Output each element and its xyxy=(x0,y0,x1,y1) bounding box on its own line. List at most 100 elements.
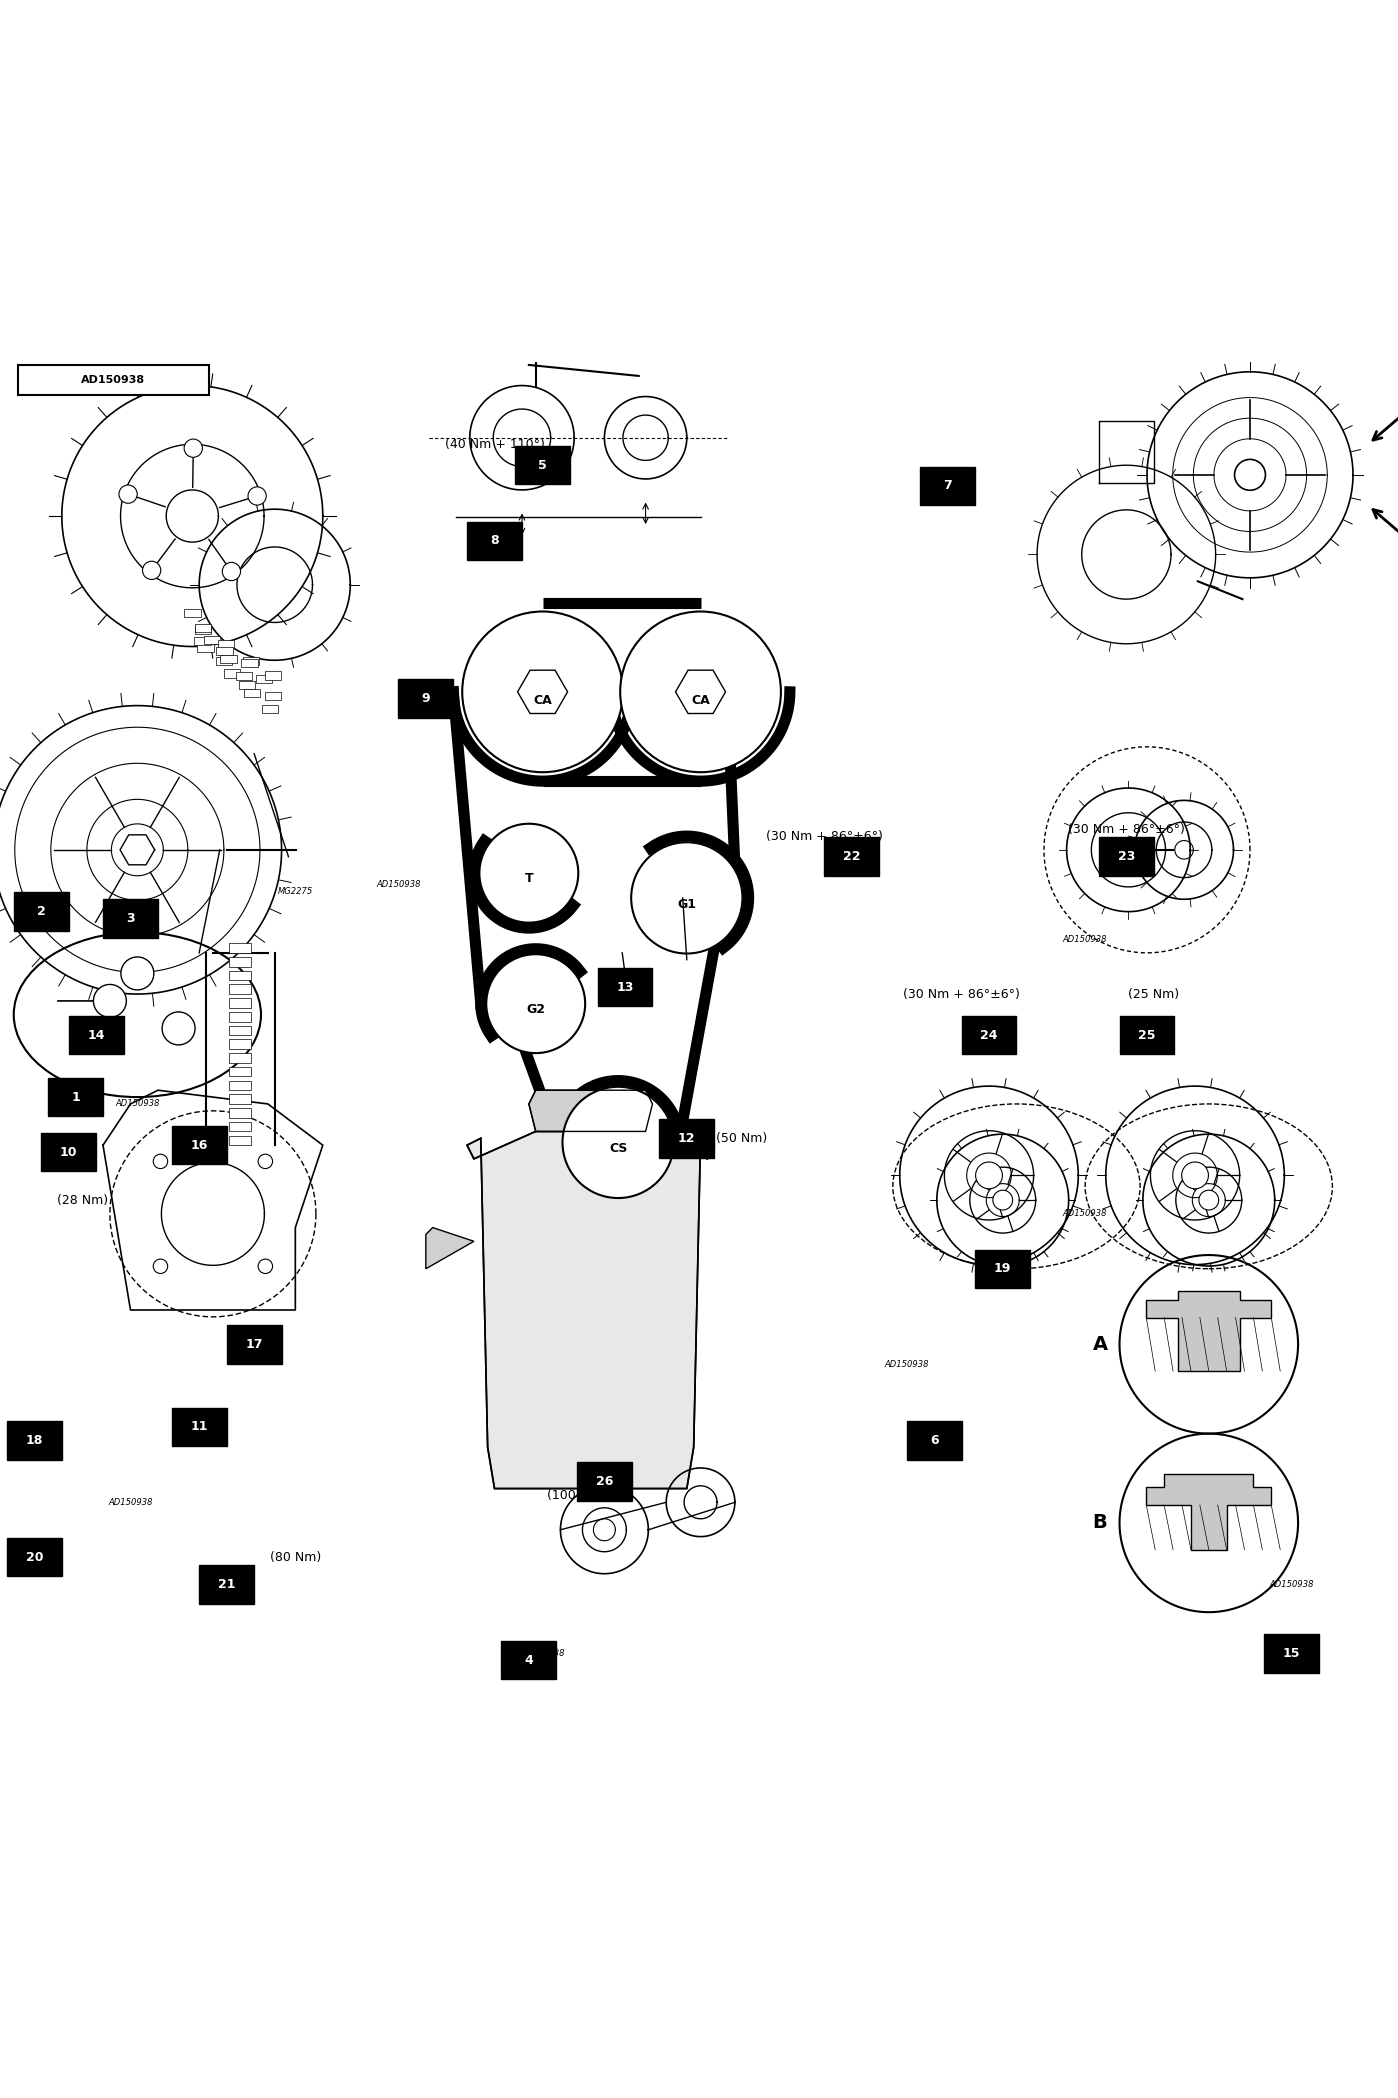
Bar xyxy=(229,1068,252,1076)
Text: AD150938: AD150938 xyxy=(108,1498,152,1506)
Circle shape xyxy=(222,562,240,581)
Text: (30 Nm + 86°±6°): (30 Nm + 86°±6°) xyxy=(1068,822,1186,835)
Text: 11: 11 xyxy=(190,1420,208,1433)
FancyBboxPatch shape xyxy=(226,1326,281,1364)
Text: (25 Nm): (25 Nm) xyxy=(1128,988,1180,1001)
Bar xyxy=(197,644,214,652)
Text: AD150938: AD150938 xyxy=(376,879,421,890)
Circle shape xyxy=(480,825,579,923)
Polygon shape xyxy=(467,1131,714,1490)
Text: AD150938: AD150938 xyxy=(81,376,145,386)
Text: AD150938: AD150938 xyxy=(520,1649,565,1657)
Ellipse shape xyxy=(976,1162,1002,1190)
Text: A: A xyxy=(1093,1334,1107,1353)
FancyBboxPatch shape xyxy=(41,1133,96,1171)
Circle shape xyxy=(247,487,266,506)
Bar xyxy=(229,984,252,994)
Text: (80 Nm): (80 Nm) xyxy=(270,1550,322,1563)
Ellipse shape xyxy=(1199,1190,1219,1211)
FancyBboxPatch shape xyxy=(48,1078,103,1116)
Text: 23: 23 xyxy=(1117,850,1135,862)
Text: G2: G2 xyxy=(526,1003,545,1015)
Circle shape xyxy=(154,1259,168,1273)
Text: AD150938: AD150938 xyxy=(115,1099,159,1108)
FancyBboxPatch shape xyxy=(1264,1634,1318,1672)
Text: 17: 17 xyxy=(246,1339,263,1351)
Text: G1: G1 xyxy=(677,898,696,911)
FancyBboxPatch shape xyxy=(199,1565,254,1605)
Ellipse shape xyxy=(1181,1162,1208,1190)
Text: (28 Nm): (28 Nm) xyxy=(57,1194,108,1206)
FancyBboxPatch shape xyxy=(7,1538,62,1576)
Bar xyxy=(194,623,211,631)
Text: 7: 7 xyxy=(944,478,952,493)
Circle shape xyxy=(154,1154,168,1169)
Text: (100 Nm): (100 Nm) xyxy=(548,1490,607,1502)
Text: 16: 16 xyxy=(190,1139,208,1152)
FancyBboxPatch shape xyxy=(7,1420,62,1460)
FancyBboxPatch shape xyxy=(467,522,521,560)
Bar xyxy=(245,688,260,697)
Circle shape xyxy=(621,611,781,772)
Bar xyxy=(229,1011,252,1022)
Bar xyxy=(224,669,240,678)
Bar xyxy=(221,655,236,663)
Circle shape xyxy=(143,562,161,579)
Text: CA: CA xyxy=(533,694,552,707)
Text: AD150938: AD150938 xyxy=(885,1360,928,1370)
Text: 21: 21 xyxy=(218,1578,235,1590)
Polygon shape xyxy=(426,1227,474,1269)
Text: AD150938: AD150938 xyxy=(1062,1208,1107,1219)
Circle shape xyxy=(259,1154,273,1169)
Text: 2: 2 xyxy=(36,904,46,919)
Circle shape xyxy=(120,957,154,990)
FancyBboxPatch shape xyxy=(1120,1015,1174,1055)
Text: 20: 20 xyxy=(25,1550,43,1563)
FancyBboxPatch shape xyxy=(577,1462,632,1500)
Text: (40 Nm + 110°): (40 Nm + 110°) xyxy=(445,438,544,451)
FancyBboxPatch shape xyxy=(69,1015,123,1055)
Text: 10: 10 xyxy=(60,1146,77,1158)
Text: 15: 15 xyxy=(1282,1647,1300,1660)
Bar xyxy=(236,671,252,680)
Text: 4: 4 xyxy=(524,1653,533,1666)
Bar xyxy=(194,625,211,634)
Bar xyxy=(264,692,281,701)
Polygon shape xyxy=(675,669,726,713)
Text: 14: 14 xyxy=(88,1028,105,1043)
Circle shape xyxy=(185,438,203,457)
Circle shape xyxy=(259,1259,273,1273)
Text: 8: 8 xyxy=(491,535,499,548)
Text: 26: 26 xyxy=(596,1475,614,1487)
Bar xyxy=(217,646,233,655)
Text: (50 Nm): (50 Nm) xyxy=(716,1131,768,1146)
Text: AD150938: AD150938 xyxy=(1269,1580,1314,1588)
Text: 1: 1 xyxy=(71,1091,80,1104)
Circle shape xyxy=(1234,459,1265,491)
Bar xyxy=(229,1122,252,1131)
FancyBboxPatch shape xyxy=(172,1127,226,1164)
FancyBboxPatch shape xyxy=(172,1408,226,1446)
FancyBboxPatch shape xyxy=(660,1118,714,1158)
Bar xyxy=(229,1080,252,1091)
Text: AD150938: AD150938 xyxy=(1062,934,1107,944)
Bar xyxy=(229,1108,252,1118)
Text: (30 Nm + 86°±6°): (30 Nm + 86°±6°) xyxy=(766,829,882,843)
Text: AD150938: AD150938 xyxy=(499,906,544,917)
Text: 12: 12 xyxy=(678,1131,696,1146)
Text: MG2275: MG2275 xyxy=(278,887,313,896)
Bar xyxy=(215,657,232,665)
Bar xyxy=(229,999,252,1007)
Text: CA: CA xyxy=(691,694,710,707)
Circle shape xyxy=(562,1087,674,1198)
Bar xyxy=(194,636,211,644)
Bar xyxy=(204,636,221,644)
Bar xyxy=(218,640,233,648)
Circle shape xyxy=(94,984,126,1018)
Bar xyxy=(229,1026,252,1034)
FancyBboxPatch shape xyxy=(906,1420,962,1460)
Circle shape xyxy=(487,955,586,1053)
Bar xyxy=(229,944,252,952)
Polygon shape xyxy=(517,669,568,713)
Bar xyxy=(239,682,256,690)
